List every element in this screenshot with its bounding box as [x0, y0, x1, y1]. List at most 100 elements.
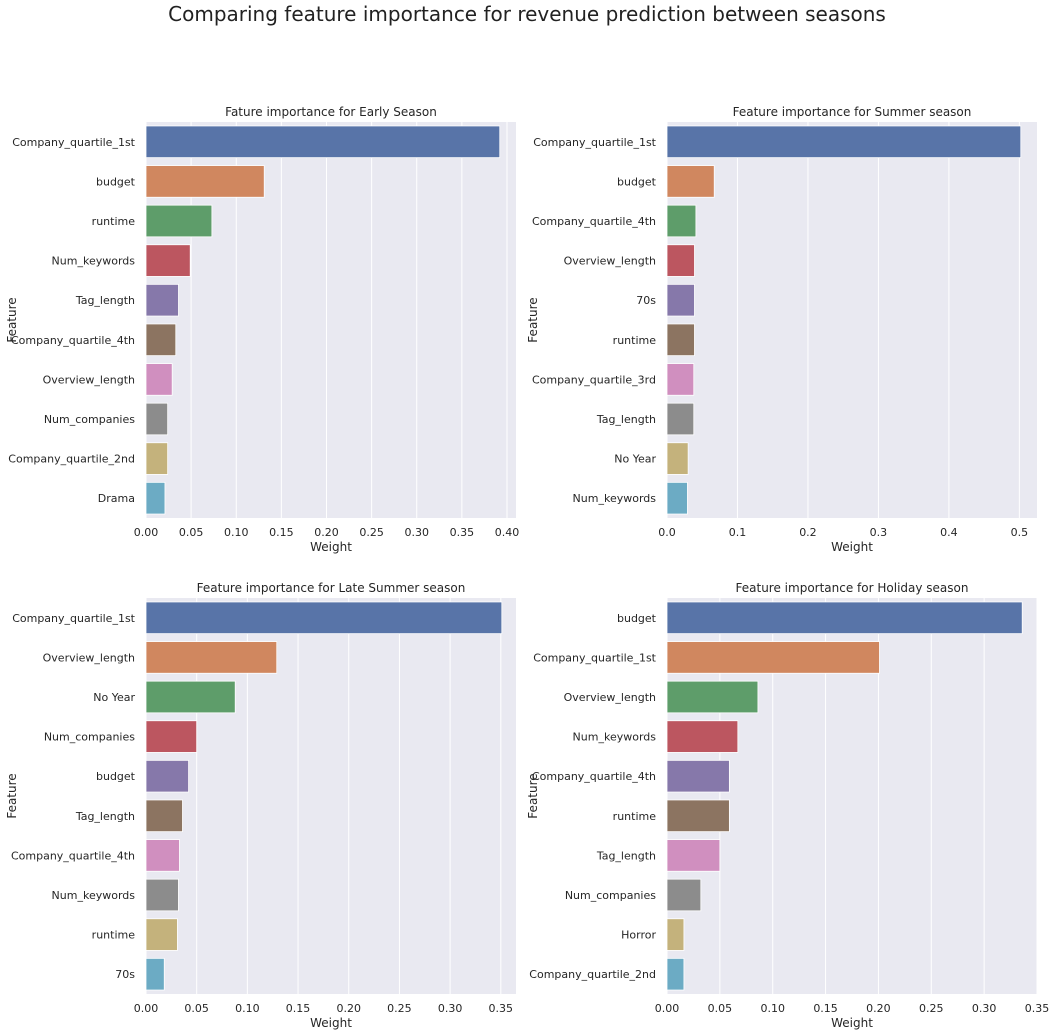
subplot-title: Fature importance for Early Season — [225, 105, 437, 119]
ytick-label: Num_companies — [44, 731, 135, 744]
ytick-label: Tag_length — [596, 413, 656, 426]
bar — [666, 363, 695, 396]
xtick-label: 0.05 — [184, 1002, 209, 1015]
xtick-label: 0.2 — [799, 526, 817, 539]
bar — [145, 402, 169, 436]
xtick-label: 0.35 — [1025, 1002, 1050, 1015]
bar — [145, 283, 179, 317]
bar — [666, 799, 730, 833]
bar — [145, 165, 265, 198]
ytick-label: budget — [96, 175, 136, 188]
plot-area — [667, 122, 1037, 518]
bar — [666, 442, 689, 475]
bar — [145, 363, 173, 396]
ytick-label: budget — [96, 770, 136, 783]
bar — [666, 641, 880, 674]
xtick-label: 0.15 — [269, 526, 294, 539]
ytick-label: runtime — [92, 215, 136, 228]
xtick-label: 0.15 — [813, 1002, 838, 1015]
xtick-label: 0.25 — [359, 526, 384, 539]
bar — [145, 839, 180, 872]
bar — [145, 323, 177, 357]
ytick-label: Overview_length — [43, 651, 135, 664]
xtick-label: 0.05 — [179, 526, 204, 539]
ytick-label: budget — [617, 175, 657, 188]
bar — [666, 402, 695, 436]
bar — [666, 283, 695, 317]
bar — [145, 957, 165, 991]
xtick-label: 0.10 — [235, 1002, 260, 1015]
bar — [145, 759, 189, 793]
bar — [666, 165, 715, 198]
xtick-label: 0.35 — [489, 1002, 514, 1015]
ytick-label: Tag_length — [75, 294, 135, 307]
xtick-label: 0.30 — [438, 1002, 463, 1015]
bar — [666, 759, 730, 793]
y-axis-label: Feature — [526, 773, 540, 818]
ytick-label: Drama — [98, 492, 135, 505]
ytick-label: Overview_length — [564, 255, 656, 268]
ytick-label: Num_keywords — [573, 731, 657, 744]
xtick-label: 0.25 — [919, 1002, 944, 1015]
subplot-3: Company_quartile_1st Overview_length No Ye… — [5, 581, 516, 1030]
bar — [666, 680, 759, 714]
bar — [145, 641, 278, 674]
bar — [666, 601, 1023, 635]
ytick-label: No Year — [93, 691, 135, 704]
subplot-title: Feature importance for Holiday season — [736, 581, 969, 595]
xtick-label: 0.30 — [972, 1002, 997, 1015]
bar — [145, 442, 169, 475]
xtick-label: 0.1 — [729, 526, 747, 539]
bar — [666, 918, 685, 951]
x-axis-label: Weight — [831, 540, 873, 554]
y-axis-label: Feature — [526, 297, 540, 342]
xtick-label: 0.3 — [870, 526, 888, 539]
x-axis-label: Weight — [831, 1016, 873, 1030]
ytick-label: runtime — [613, 334, 657, 347]
bar — [666, 323, 695, 357]
ytick-label: Company_quartile_2nd — [8, 453, 135, 466]
bar — [666, 204, 697, 238]
subplot-4: budget Company_quartile_1st Overview_lengt… — [526, 581, 1049, 1030]
subplot-title: Feature importance for Summer season — [733, 105, 972, 119]
ytick-label: Num_keywords — [52, 889, 136, 902]
subplot-title: Feature importance for Late Summer seaso… — [197, 581, 466, 595]
bar — [145, 601, 503, 635]
ytick-label: Company_quartile_4th — [532, 770, 656, 783]
bar — [666, 878, 702, 912]
ytick-label: Company_quartile_1st — [533, 651, 656, 664]
xtick-label: 0.00 — [134, 1002, 159, 1015]
xtick-label: 0.25 — [387, 1002, 412, 1015]
ytick-label: Num_companies — [44, 413, 135, 426]
bar — [666, 244, 695, 277]
ytick-label: 70s — [115, 968, 135, 981]
bar — [145, 481, 166, 515]
bar — [666, 839, 721, 872]
x-axis-label: Weight — [310, 1016, 352, 1030]
ytick-label: Overview_length — [43, 373, 135, 386]
xtick-label: 0.35 — [450, 526, 475, 539]
y-axis-label: Feature — [5, 297, 19, 342]
xtick-label: 0.5 — [1011, 526, 1029, 539]
ytick-label: Tag_length — [75, 810, 135, 823]
bar — [145, 680, 236, 714]
ytick-label: Overview_length — [564, 691, 656, 704]
bar — [666, 125, 1022, 159]
ytick-label: budget — [617, 612, 657, 625]
xtick-label: 0.30 — [404, 526, 429, 539]
xtick-label: 0.10 — [760, 1002, 785, 1015]
xtick-label: 0.20 — [314, 526, 339, 539]
ytick-label: runtime — [92, 929, 136, 942]
bar — [145, 204, 213, 238]
bar — [666, 957, 685, 991]
xtick-label: 0.10 — [224, 526, 249, 539]
ytick-label: Company_quartile_4th — [532, 215, 656, 228]
bar — [666, 481, 688, 515]
ytick-label: runtime — [613, 810, 657, 823]
ytick-label: Company_quartile_1st — [533, 136, 656, 149]
xtick-label: 0.00 — [655, 1002, 680, 1015]
ytick-label: Num_keywords — [52, 255, 136, 268]
